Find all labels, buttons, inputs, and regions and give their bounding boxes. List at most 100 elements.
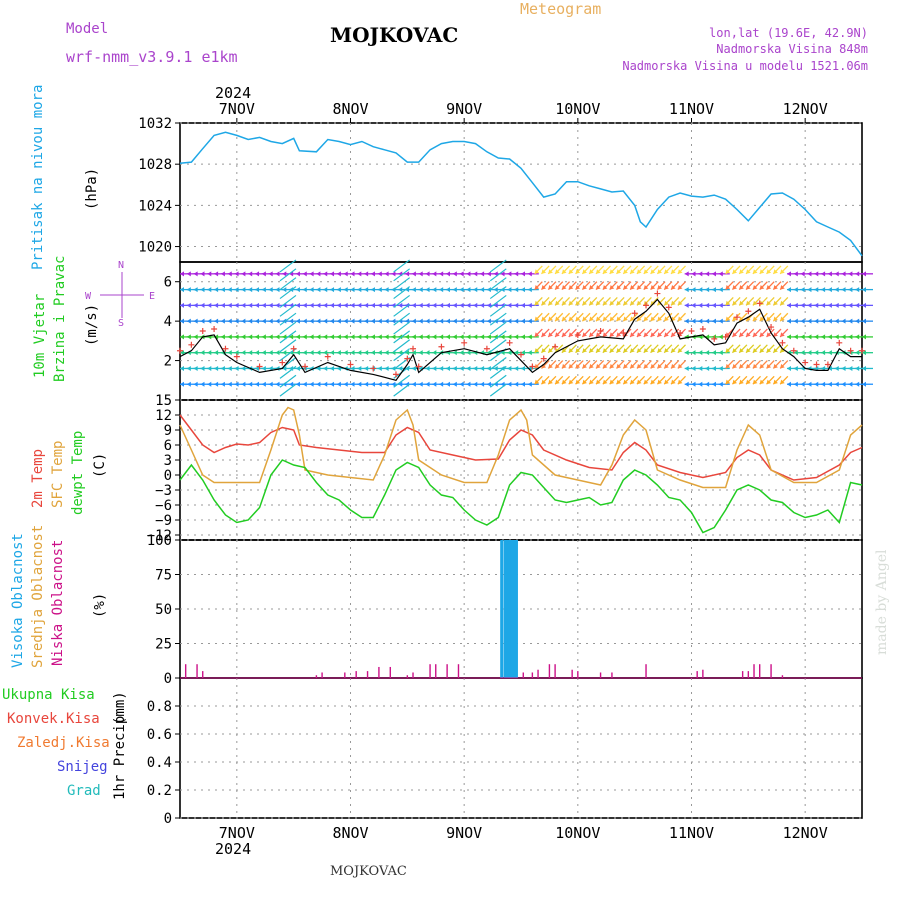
wind-arrow-head — [186, 287, 191, 293]
wind-arrow-head — [677, 316, 683, 322]
wind-arrow-head — [255, 318, 260, 324]
low-cloud-bar — [378, 666, 380, 678]
wind-arrow-head — [698, 365, 703, 371]
wind-arrow-head — [295, 365, 300, 371]
wind-arrow-head — [677, 269, 683, 274]
wind-arrow-head — [384, 271, 389, 277]
wind-arrow-head — [398, 350, 403, 356]
wind-arrow-head — [384, 287, 389, 293]
ytick-label: 0.6 — [147, 727, 172, 743]
wind-burst — [393, 330, 411, 344]
wind-arrow-head — [630, 284, 635, 290]
gust-marker — [256, 363, 263, 370]
wind-arrow-head — [384, 302, 389, 308]
wind-arrow-head — [473, 318, 478, 324]
wind-arrow-head — [759, 332, 765, 337]
wind-arrow-head — [793, 350, 798, 356]
wind-arrow-head — [255, 334, 260, 340]
wind-arrow-head — [220, 381, 225, 387]
wind-arrow-head — [193, 350, 198, 356]
top-day-label: 10NOV — [555, 100, 600, 118]
wind-arrow-head — [350, 365, 355, 371]
wind-arrow-head — [827, 334, 832, 340]
wind-arrow-head — [439, 287, 444, 293]
wind-arrow-head — [800, 271, 805, 277]
wind-arrow-head — [855, 302, 860, 308]
wind-arrow-head — [766, 348, 772, 353]
precip-legend-item: Zaledj.Kisa — [17, 735, 110, 751]
wind-arrow-head — [718, 381, 723, 387]
wind-arrow-head — [602, 348, 608, 353]
high-cloud-bar — [505, 540, 509, 678]
wind-arrow-head — [575, 348, 581, 353]
wind-arrow-head — [275, 287, 280, 293]
wind-arrow-head — [814, 350, 819, 356]
wind-arrow-head — [248, 350, 253, 356]
wind-arrow-head — [486, 381, 491, 387]
wind-arrow-head — [582, 363, 587, 369]
wind-arrow-head — [323, 381, 328, 387]
ytick-label: 1024 — [138, 198, 172, 214]
wind-arrow-head — [255, 365, 260, 371]
wind-arrow-head — [521, 350, 525, 356]
wind-arrow-head — [561, 269, 567, 274]
temp-frame — [179, 399, 863, 541]
wind-arrow-head — [425, 287, 430, 293]
wind-arrow-head — [705, 365, 710, 371]
wind-arrow-head — [821, 287, 826, 293]
wind-yticks: 6 4 2 — [164, 275, 862, 370]
wind-arrow-head — [848, 334, 853, 340]
wind-arrow-head — [800, 302, 805, 308]
wind-arrow-head — [316, 365, 321, 371]
wind-arrow-head — [555, 363, 560, 369]
wind-arrow-head — [671, 348, 676, 353]
wind-arrow-head — [432, 302, 437, 308]
wind-arrow-head — [814, 302, 819, 308]
wind-arrow-head — [445, 318, 450, 324]
wind-arrow-head — [480, 271, 485, 277]
wind-arrow-head — [616, 332, 622, 337]
wind-arrow-head — [398, 365, 403, 371]
wind-arrow-head — [862, 287, 866, 293]
wind-arrow-head — [596, 363, 601, 369]
wind-arrow-head — [227, 287, 232, 293]
wind-arrow-head — [370, 350, 375, 356]
wind-arrow-head — [282, 365, 287, 371]
model-label: Model — [66, 21, 108, 37]
wind-arrow-head — [275, 318, 280, 324]
wind-arrow-head — [766, 316, 772, 322]
wind-arrow-head — [684, 302, 689, 308]
wind-arrow-head — [807, 334, 812, 340]
wind-arrow-head — [418, 350, 423, 356]
wind-arrow-head — [418, 271, 423, 277]
wind-arrow-head — [180, 287, 184, 293]
wind-arrow-head — [698, 318, 703, 324]
wind-arrow-head — [309, 287, 314, 293]
wind-arrow-head — [705, 334, 710, 340]
wind-arrow-head — [602, 284, 608, 290]
wind-arrow-head — [793, 318, 798, 324]
wind-arrow-head — [459, 302, 464, 308]
wind-arrow-head — [780, 269, 785, 274]
wind-arrow-head — [711, 365, 716, 371]
wind-arrow-head — [255, 302, 260, 308]
wind-arrow-head — [377, 334, 382, 340]
wind-arrow-head — [452, 271, 457, 277]
wind-arrow-head — [336, 381, 341, 387]
wind-arrow-head — [357, 271, 362, 277]
wind-arrow-head — [377, 318, 382, 324]
wind-arrow-head — [350, 287, 355, 293]
low-cloud-bar — [554, 664, 556, 678]
wind-arrow-head — [207, 302, 212, 308]
low-cloud-bar — [435, 664, 437, 678]
wind-arrow-head — [330, 334, 335, 340]
wind-arrow-head — [452, 334, 457, 340]
wind-arrow-head — [234, 365, 239, 371]
wind-arrow-head — [364, 365, 369, 371]
wind-arrow-head — [671, 332, 676, 337]
wind-arrow-head — [698, 381, 703, 387]
wind-arrow-head — [793, 302, 798, 308]
wind-arrow-head — [227, 302, 232, 308]
wind-arrow-head — [268, 381, 273, 387]
